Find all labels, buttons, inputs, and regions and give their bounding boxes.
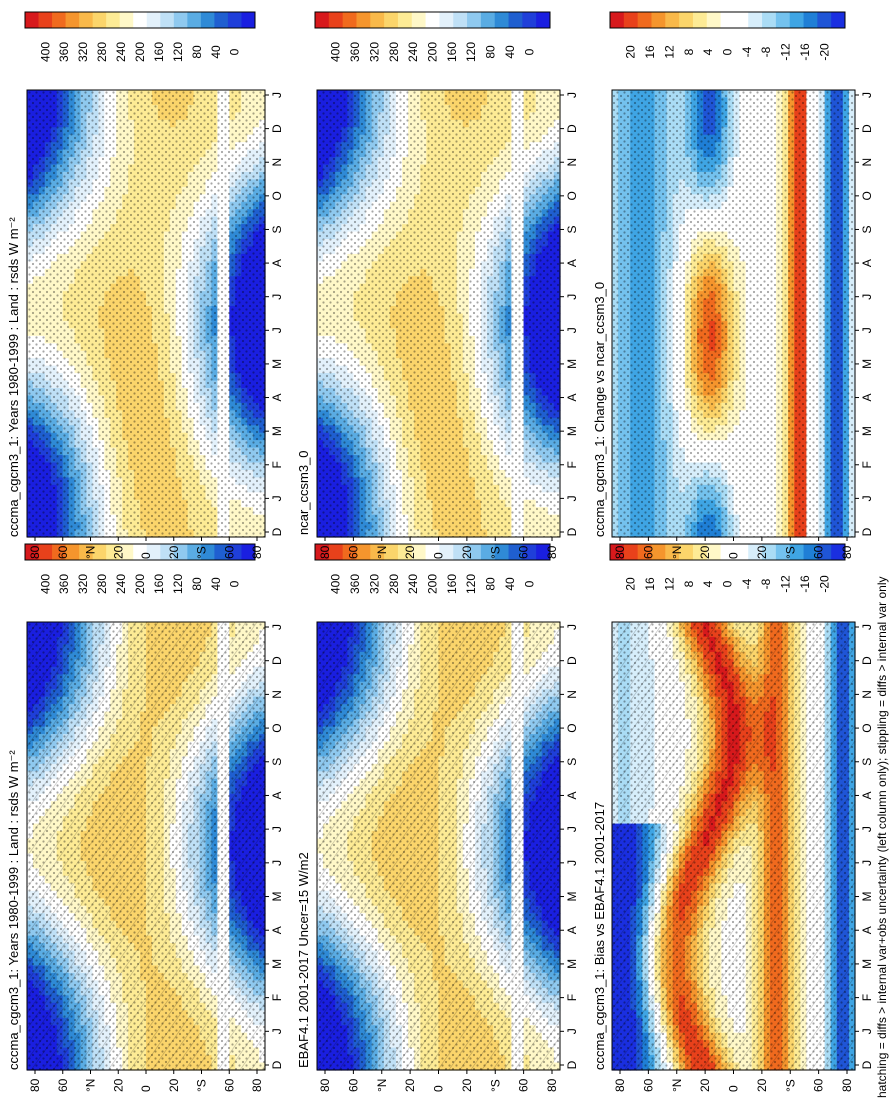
colorbar: 400 360 320 280 240 200 160 120 80 40 0: [24, 11, 256, 62]
month-tick-label: J: [270, 294, 284, 300]
month-tick-label: S: [270, 225, 284, 233]
lat-tick-label: °S: [195, 1079, 209, 1092]
colorbar-swatch: [52, 12, 66, 28]
colorbar-label: 200: [133, 574, 147, 594]
month-tick-label: J: [270, 495, 284, 501]
lat-tick-label: 20: [167, 1078, 181, 1092]
colorbar-swatch: [160, 12, 175, 28]
month-tick-label: D: [270, 1060, 284, 1069]
stipple-overlay: [27, 90, 265, 537]
colorbar-label: 400: [38, 574, 52, 594]
panel-top-left: 80 60 °N 20 0 20 °S 60 80DJFMAMJJASONDJcccma_cgc…: [6, 543, 284, 1092]
colorbar-label: 0: [228, 580, 242, 587]
colorbar-swatch: [79, 12, 94, 28]
colorbar-swatch: [173, 12, 188, 28]
month-tick-label: D: [270, 527, 284, 536]
lat-tick-label: 60: [222, 1078, 236, 1092]
colorbar-label: 120: [171, 574, 185, 594]
lat-tick-label: °S: [195, 546, 209, 559]
colorbar-label: 40: [209, 577, 223, 591]
colorbar-swatch: [214, 12, 229, 28]
month-tick-label: F: [270, 994, 284, 1001]
lat-tick-label: 80: [28, 1078, 42, 1092]
colorbar-label: 280: [95, 42, 109, 62]
colorbar-label: 0: [228, 48, 242, 55]
colorbar-swatch: [25, 12, 39, 28]
month-tick-label: M: [270, 959, 284, 969]
lat-tick-label: 60: [56, 1078, 70, 1092]
colorbar-label: 80: [190, 577, 204, 591]
lat-tick-label: 60: [56, 545, 70, 559]
colorbar-label: 280: [95, 574, 109, 594]
lat-tick-label: 80: [250, 1078, 264, 1092]
colorbar-swatch: [106, 12, 121, 28]
month-tick-label: D: [270, 124, 284, 133]
lat-tick-label: 0: [139, 552, 153, 559]
lat-tick-label: 80: [250, 545, 264, 559]
month-tick-label: A: [270, 394, 284, 402]
colorbar-label: 360: [57, 42, 71, 62]
colorbar-swatch: [38, 12, 53, 28]
month-tick-label: M: [270, 359, 284, 369]
colorbar-label: 120: [171, 42, 185, 62]
colorbar-swatch: [92, 12, 107, 28]
panel-title: cccma_cgcm3_1: Years 1980-1999 : Land : …: [6, 750, 21, 1070]
panel-title: cccma_cgcm3_1: Years 1980-1999 : Land : …: [6, 217, 21, 537]
colorbar-label: 360: [57, 574, 71, 594]
colorbar-swatch: [200, 12, 215, 28]
month-tick-label: J: [270, 92, 284, 98]
month-tick-label: D: [270, 656, 284, 665]
colorbar-swatch: [187, 12, 202, 28]
colorbar-label: 80: [190, 45, 204, 59]
lat-tick-label: °N: [84, 546, 98, 559]
month-tick-label: O: [270, 723, 284, 732]
month-tick-label: A: [270, 926, 284, 934]
colorbar-swatch: [65, 12, 80, 28]
colorbar-label: 240: [114, 574, 128, 594]
lat-tick-label: 20: [111, 545, 125, 559]
month-tick-label: J: [270, 826, 284, 832]
month-tick-label: O: [270, 191, 284, 200]
colorbar-swatch: [119, 12, 134, 28]
colorbar-label: 160: [152, 574, 166, 594]
colorbar-label: 320: [76, 42, 90, 62]
month-tick-label: J: [270, 860, 284, 866]
month-tick-label: M: [270, 892, 284, 902]
month-tick-label: M: [270, 426, 284, 436]
lat-tick-label: 0: [139, 1085, 153, 1092]
colorbar-swatch: [146, 12, 161, 28]
colorbar-label: 400: [38, 42, 52, 62]
lat-tick-label: °N: [84, 1079, 98, 1092]
lat-tick-label: 80: [28, 545, 42, 559]
panel-top-right: 80 60 °N 20 0 20 °S 60 80DJFMAMJJASONDJcccma_cgc…: [6, 11, 284, 559]
month-tick-label: N: [270, 690, 284, 699]
colorbar-label: 240: [114, 42, 128, 62]
month-tick-label: J: [270, 624, 284, 630]
colorbar-swatch: [241, 12, 256, 28]
colorbar-swatch: [133, 12, 148, 28]
colorbar-label: 200: [133, 42, 147, 62]
lat-tick-label: 20: [167, 545, 181, 559]
month-tick-label: S: [270, 758, 284, 766]
colorbar-label: 160: [152, 42, 166, 62]
month-tick-label: A: [270, 259, 284, 267]
colorbar-swatch: [227, 12, 242, 28]
lat-tick-label: 60: [222, 545, 236, 559]
lat-tick-label: 20: [111, 1078, 125, 1092]
month-tick-label: A: [270, 791, 284, 799]
month-tick-label: N: [270, 158, 284, 167]
month-tick-label: F: [270, 461, 284, 468]
month-tick-label: J: [270, 327, 284, 333]
hatch-overlay: [27, 622, 265, 1070]
month-tick-label: J: [270, 1028, 284, 1034]
colorbar-label: 40: [209, 45, 223, 59]
colorbar-label: 320: [76, 574, 90, 594]
